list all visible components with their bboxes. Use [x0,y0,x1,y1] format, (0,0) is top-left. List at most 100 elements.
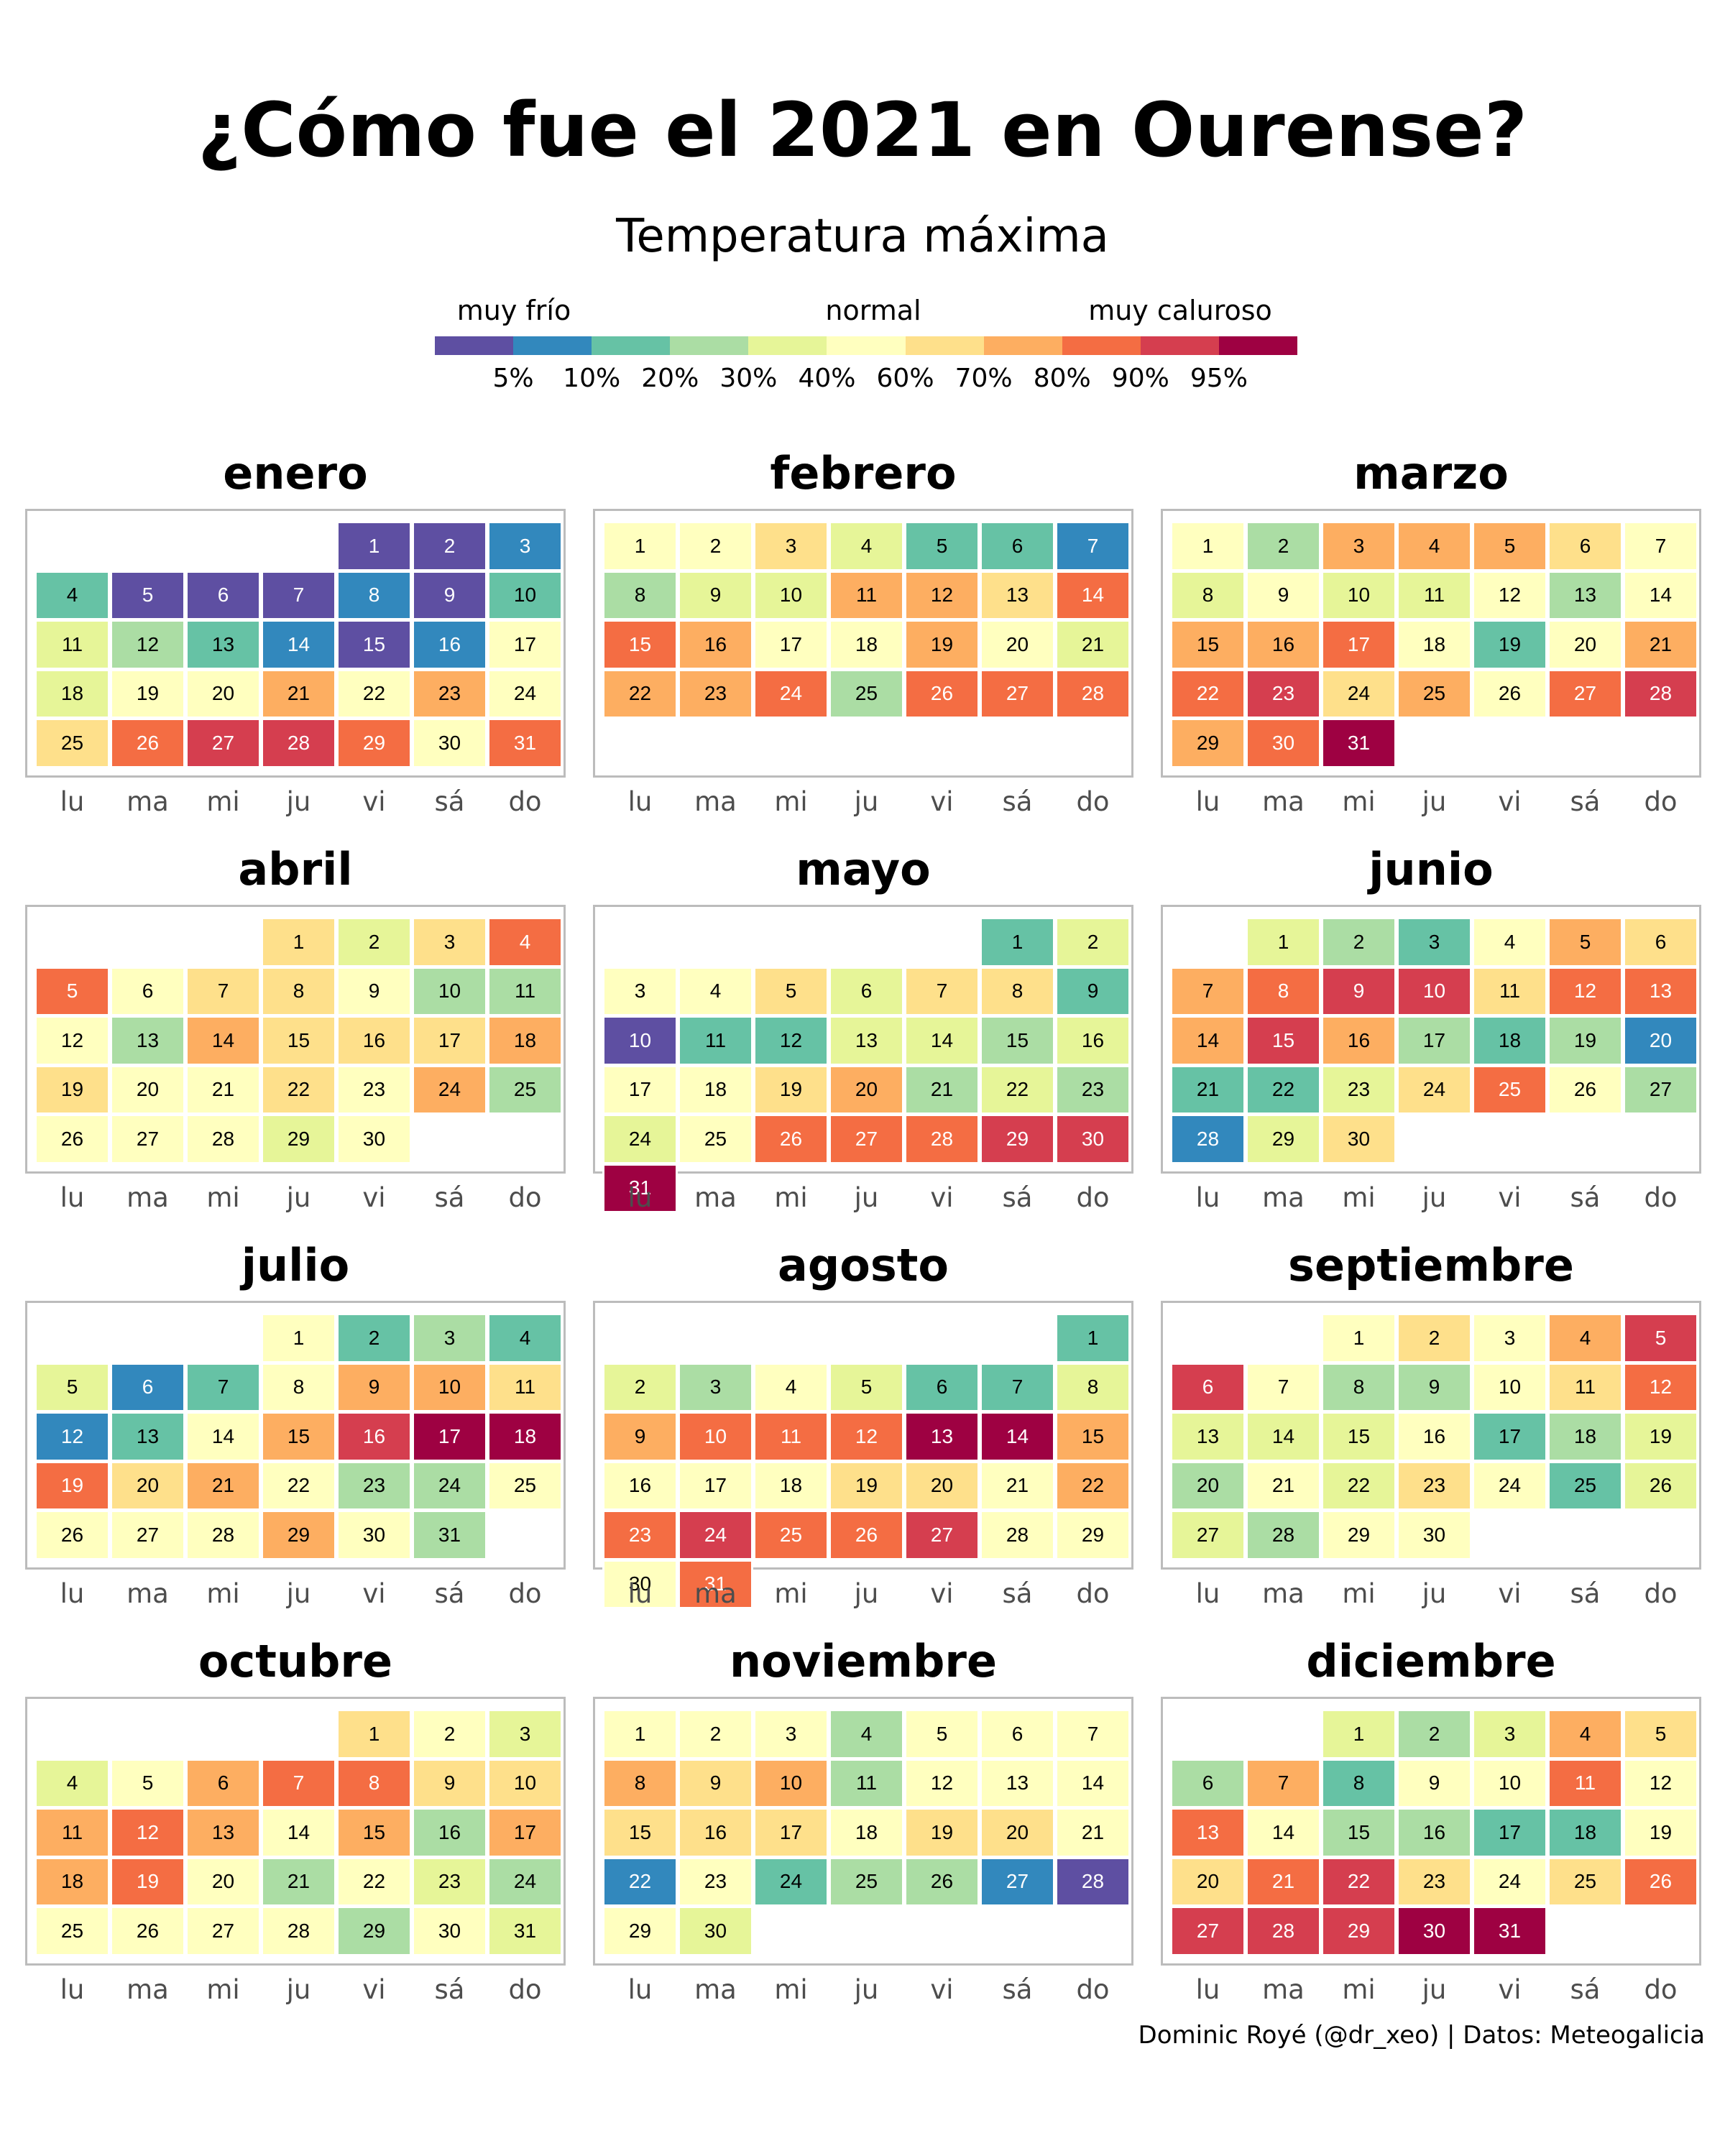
day-cell: 26 [1472,668,1547,719]
day-cell: 6 [185,570,261,620]
day-cell: 19 [110,668,185,719]
day-cell: 29 [1055,1510,1131,1560]
legend-tick: 5% [492,364,534,393]
day-cell: 17 [753,1807,829,1858]
day-cell: 22 [602,668,678,719]
weekday-label: mi [1342,1974,1376,2005]
month-panel: 1 2 3 4 5 6 7 8 9 10 11 12 13 14 15 16 17 18 19 20 21 22 23 24 2… [25,509,566,778]
day-cell: 10 [1321,570,1397,620]
day-cell: 29 [1321,1906,1397,1956]
day-cell: 14 [1623,570,1698,620]
day-cell: 26 [34,1114,110,1164]
day-cell: 2 [412,521,487,571]
month-panel: 1 2 3 4 5 6 7 8 9 10 11 12 13 14 15 16 17 18 19 20 21 22 23 24 2… [593,1301,1133,1609]
weekday-label: mi [774,1182,808,1213]
day-cell: 11 [1397,570,1472,620]
day-cell: 1 [1321,1313,1397,1363]
day-cell: 29 [261,1114,336,1164]
day-cell: 4 [1397,521,1472,571]
weekday-label: lu [60,786,85,817]
weekday-label: ju [854,1182,879,1213]
day-cell: 14 [261,619,336,670]
day-cell: 11 [1472,966,1547,1016]
day-cell: 19 [110,1856,185,1907]
month-panel: 1 2 3 4 5 6 7 8 9 10 11 12 13 14 15 16 17 18 19 20 21 22 23 24 2… [1161,509,1701,778]
day-cell: 23 [678,1856,753,1907]
day-cell: 23 [336,1064,412,1115]
day-cell: 28 [185,1510,261,1560]
day-cell: 24 [1472,1856,1547,1907]
day-cell: 10 [1397,966,1472,1016]
day-cell: 26 [1623,1460,1698,1511]
day-cell: 6 [980,1709,1055,1759]
day-cell: 19 [904,1807,980,1858]
day-cell: 2 [412,1709,487,1759]
day-cell: 27 [185,718,261,768]
day-cell: 5 [829,1362,904,1412]
day-cell: 20 [1547,619,1623,670]
month-title: enero [223,447,368,499]
day-cell: 9 [678,570,753,620]
day-cell: 17 [487,619,563,670]
day-cell: 11 [829,570,904,620]
month-panel: 1 2 3 4 5 6 7 8 9 10 11 12 13 14 15 16 17 18 19 20 21 22 23 24 2… [593,509,1133,778]
day-cell: 11 [34,1807,110,1858]
day-cell: 30 [1397,1510,1472,1560]
weekday-label: mi [1342,1182,1376,1213]
day-cell: 29 [336,718,412,768]
weekday-label: vi [362,1578,386,1609]
weekday-label: ju [1422,1578,1447,1609]
day-cell: 16 [412,619,487,670]
day-cell: 3 [753,521,829,571]
day-cell: 18 [34,668,110,719]
day-cell: 11 [753,1411,829,1462]
day-cell: 8 [336,570,412,620]
weekday-label: ma [126,1182,169,1213]
day-cell: 18 [487,1411,563,1462]
month-panel: 1 2 3 4 5 6 7 8 9 10 11 12 13 14 15 16 17 18 19 20 21 22 23 24 2… [1161,1301,1701,1570]
day-cell: 12 [753,1015,829,1066]
day-cell: 31 [678,1559,753,1609]
day-cell: 23 [1397,1856,1472,1907]
weekday-label: do [1644,1578,1678,1609]
day-cell: 12 [1547,966,1623,1016]
weekday-label: mi [774,1974,808,2005]
month-title: febrero [770,447,957,499]
day-cell: 29 [602,1906,678,1956]
weekday-label: do [1644,1182,1678,1213]
day-cell: 4 [829,521,904,571]
day-cell: 3 [412,1313,487,1363]
day-cell: 29 [261,1510,336,1560]
day-cell: 13 [980,1758,1055,1808]
month-title: julio [241,1239,350,1291]
day-cell: 11 [34,619,110,670]
day-cell: 5 [110,570,185,620]
legend-color-bar [435,336,1298,355]
weekday-label: sá [1570,1974,1601,2005]
day-cell: 9 [1055,966,1131,1016]
day-cell: 24 [412,1460,487,1511]
day-cell: 25 [829,1856,904,1907]
day-cell: 14 [1246,1807,1321,1858]
day-cell: 21 [904,1064,980,1115]
day-cell: 30 [336,1510,412,1560]
legend-swatch-0 [435,336,514,355]
day-cell: 7 [980,1362,1055,1412]
weekday-label: do [508,786,542,817]
day-cell: 20 [904,1460,980,1511]
day-cell: 3 [1397,917,1472,967]
weekday-label: vi [930,1578,954,1609]
day-cell: 2 [678,1709,753,1759]
day-cell: 31 [1321,718,1397,768]
day-cell: 28 [1246,1906,1321,1956]
day-cell: 6 [829,966,904,1016]
day-cell: 1 [1246,917,1321,967]
legend-tick: 40% [798,364,856,393]
day-cell: 27 [829,1114,904,1164]
day-cell: 6 [904,1362,980,1412]
month-panel: 1 2 3 4 5 6 7 8 9 10 11 12 13 14 15 16 17 18 19 20 21 22 23 24 2… [1161,905,1701,1174]
day-cell: 20 [980,1807,1055,1858]
day-cell: 2 [1321,917,1397,967]
day-cell: 24 [1321,668,1397,719]
page-subtitle: Temperatura máxima [616,210,1109,263]
